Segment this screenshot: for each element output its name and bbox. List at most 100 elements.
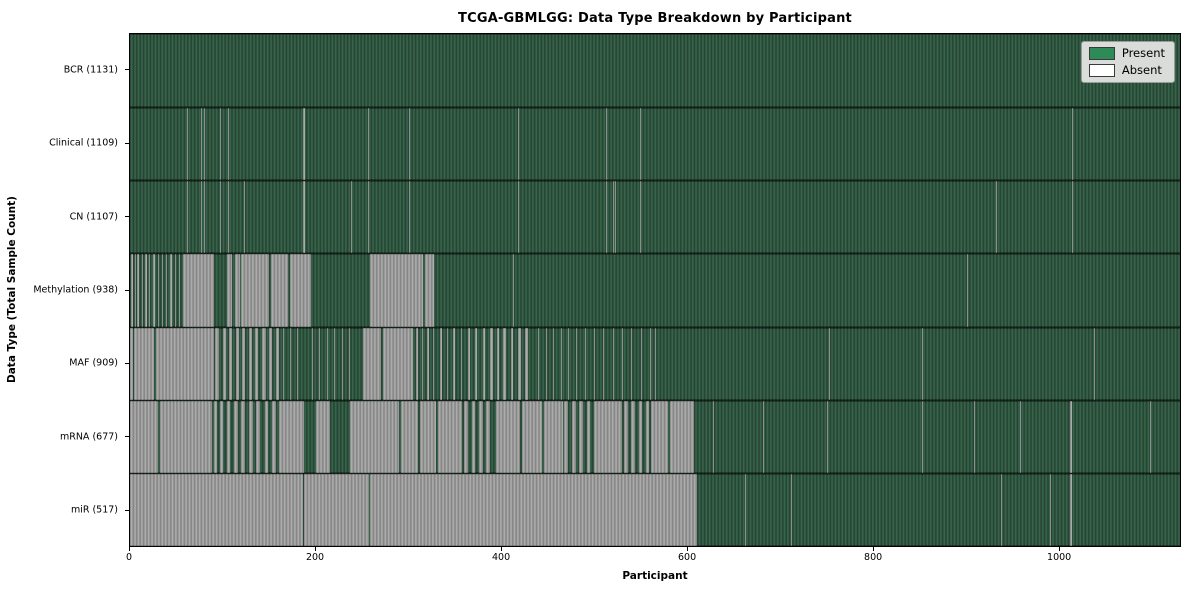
xtick-label-1000: 1000: [1047, 552, 1072, 563]
x-axis-ticks: 0 200 400 600 800 1000: [126, 547, 1181, 567]
absent-segment: [525, 327, 529, 400]
absent-segment: [233, 400, 238, 473]
absent-segment: [130, 327, 133, 400]
absent-segment: [155, 327, 214, 400]
absent-segment: [186, 108, 188, 181]
absent-segment: [272, 400, 276, 473]
ytick-mark: [125, 142, 129, 144]
absent-segment: [670, 400, 695, 473]
absent-segment: [130, 473, 303, 546]
x-axis-label: Participant: [622, 570, 688, 582]
legend-label-absent: Absent: [1121, 63, 1162, 77]
absent-segment: [1150, 400, 1152, 473]
absent-segment: [594, 327, 596, 400]
present-swatch: [1088, 47, 1115, 60]
absent-segment: [1072, 181, 1074, 254]
absent-segment: [471, 400, 476, 473]
absent-segment: [220, 400, 223, 473]
absent-segment: [275, 327, 279, 400]
absent-segment: [166, 254, 168, 327]
ytick-label-bcr: BCR (1131): [63, 64, 118, 76]
legend-entry-absent: Absent: [1088, 63, 1165, 77]
absent-segment: [744, 473, 746, 546]
absent-segment: [302, 108, 305, 181]
absent-segment: [510, 327, 514, 400]
absent-segment: [248, 327, 252, 400]
absent-segment: [518, 327, 521, 400]
absent-segment: [204, 108, 206, 181]
row-methylation: [130, 253, 1180, 327]
absent-segment: [639, 108, 641, 181]
absent-segment: [234, 254, 240, 327]
xtick-mark: [501, 547, 503, 551]
absent-segment: [401, 400, 418, 473]
absent-segment: [614, 181, 616, 254]
absent-segment: [545, 327, 547, 400]
absent-segment: [242, 327, 246, 400]
absent-segment: [367, 108, 369, 181]
absent-segment: [538, 327, 540, 400]
ytick-label-cn: CN (1107): [69, 211, 118, 223]
absent-segment: [1050, 473, 1051, 546]
absent-segment: [490, 327, 493, 400]
absent-segment: [182, 254, 214, 327]
absent-segment: [241, 254, 270, 327]
chart-title: TCGA-GBMLGG: Data Type Breakdown by Part…: [458, 11, 852, 26]
absent-segment: [432, 327, 435, 400]
absent-segment: [464, 400, 468, 473]
absent-segment: [453, 327, 455, 400]
absent-segment: [226, 400, 231, 473]
absent-segment: [568, 327, 570, 400]
absent-segment: [622, 327, 623, 400]
absent-segment: [921, 400, 923, 473]
absent-swatch: [1088, 64, 1115, 77]
absent-segment: [264, 400, 269, 473]
absent-segment: [159, 400, 212, 473]
absent-segment: [367, 181, 369, 254]
row-bcr: [130, 34, 1180, 108]
xtick-label-600: 600: [678, 552, 697, 563]
absent-segment: [169, 254, 172, 327]
xtick-label-800: 800: [864, 552, 883, 563]
absent-segment: [438, 400, 463, 473]
absent-segment: [495, 400, 520, 473]
absent-segment: [713, 400, 714, 473]
row-clinical: [130, 107, 1180, 181]
absent-segment: [179, 254, 181, 327]
row-maf: [130, 326, 1180, 400]
absent-segment: [553, 327, 555, 400]
absent-segment: [612, 181, 614, 254]
absent-segment: [302, 181, 305, 254]
ytick-mark: [125, 216, 129, 218]
absent-segment: [763, 400, 765, 473]
absent-segment: [646, 400, 649, 473]
absent-segment: [1020, 400, 1022, 473]
absent-segment: [503, 327, 506, 400]
absent-segment: [594, 400, 623, 473]
absent-segment: [1093, 327, 1095, 400]
absent-segment: [518, 181, 519, 254]
absent-segment: [575, 327, 577, 400]
absent-segment: [134, 254, 136, 327]
absent-segment: [350, 181, 352, 254]
legend-entry-present: Present: [1088, 46, 1165, 60]
absent-segment: [226, 254, 233, 327]
xtick-mark: [1059, 547, 1061, 551]
absent-segment: [967, 254, 969, 327]
ytick-label-mir: miR (517): [70, 504, 118, 516]
absent-segment: [297, 327, 299, 400]
absent-segment: [650, 400, 669, 473]
absent-segment: [603, 327, 605, 400]
ytick-mark: [125, 436, 129, 438]
legend-label-present: Present: [1121, 46, 1165, 60]
ytick-label-mrna: mRNA (677): [59, 431, 118, 443]
absent-segment: [996, 181, 998, 254]
absent-segment: [408, 108, 411, 181]
absent-segment: [363, 327, 381, 400]
absent-segment: [315, 400, 330, 473]
absent-segment: [631, 400, 636, 473]
xtick-mark: [315, 547, 317, 551]
absent-segment: [213, 400, 218, 473]
absent-segment: [482, 327, 485, 400]
absent-segment: [475, 327, 478, 400]
